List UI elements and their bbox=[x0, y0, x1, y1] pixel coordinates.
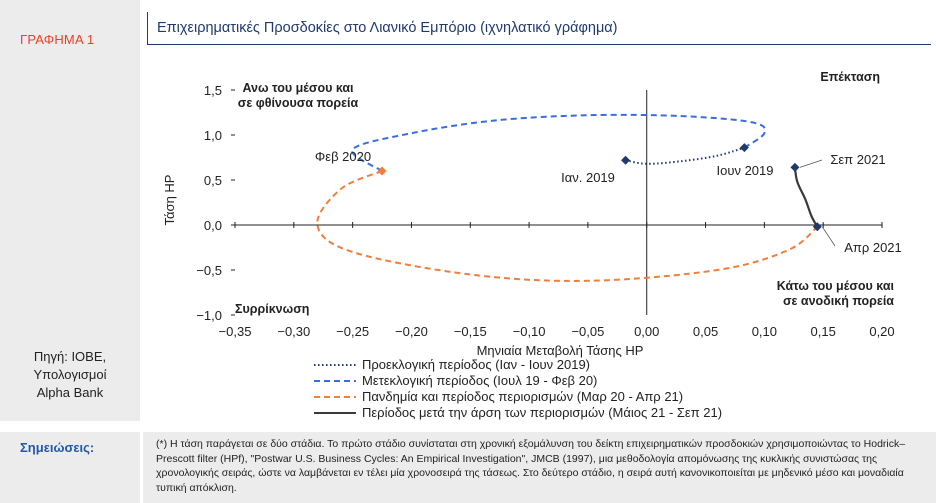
x-tick-label: −0,30 bbox=[277, 324, 310, 339]
series-line-2 bbox=[316, 170, 818, 282]
point-marker bbox=[377, 166, 387, 176]
chart-panel bbox=[143, 0, 936, 421]
title-underline bbox=[147, 44, 931, 45]
y-tick-label: 1,0 bbox=[204, 128, 222, 143]
source-line-1: Πηγή: ΙΟΒΕ, bbox=[33, 349, 107, 364]
chart-title: Επιχειρηματικές Προσδοκίες στο Λιανικό Ε… bbox=[157, 20, 618, 36]
x-tick-label: −0,35 bbox=[219, 324, 252, 339]
y-tick-label: 1,5 bbox=[204, 83, 222, 98]
x-tick-label: 0,00 bbox=[634, 324, 659, 339]
x-tick-label: 0,10 bbox=[752, 324, 777, 339]
legend-swatch-dotted bbox=[314, 364, 356, 366]
series-line-3 bbox=[793, 167, 819, 228]
point-annotation: Ιουν 2019 bbox=[717, 163, 774, 178]
notes-side-panel bbox=[0, 432, 140, 503]
point-annotation: Ιαν. 2019 bbox=[561, 170, 615, 185]
quadrant-label-top-right: Επέκταση bbox=[820, 70, 880, 84]
quadrant-label-bottom-right: σε ανοδική πορεία bbox=[783, 294, 894, 308]
x-tick-label: −0,20 bbox=[395, 324, 428, 339]
figure-label: ΓΡΑΦΗΜΑ 1 bbox=[20, 32, 95, 47]
quadrant-label-top-left: σε φθίνουσα πορεία bbox=[238, 96, 359, 110]
point-marker bbox=[739, 143, 749, 153]
y-tick-label: −0,5 bbox=[196, 263, 222, 278]
source-line-3: Alpha Bank bbox=[36, 385, 104, 400]
legend-label: Περίοδος μετά την άρση των περιορισμών (… bbox=[362, 405, 723, 420]
point-annotation: Σεπ 2021 bbox=[830, 152, 885, 167]
point-annotation: Φεβ 2020 bbox=[315, 149, 371, 164]
y-tick-label: −1,0 bbox=[196, 308, 222, 323]
x-tick-label: 0,20 bbox=[869, 324, 894, 339]
series-layer bbox=[316, 113, 819, 282]
legend-label: Μετεκλογική περίοδος (Ιουλ 19 - Φεβ 20) bbox=[362, 373, 598, 388]
quadrant-label-bottom-right: Κάτω του μέσου και bbox=[777, 279, 895, 293]
x-tick-label: −0,05 bbox=[571, 324, 604, 339]
x-tick-label: −0,25 bbox=[336, 324, 369, 339]
source-note: Πηγή: ΙΟΒΕ, Υπολογισμοί Alpha Bank bbox=[0, 348, 140, 402]
y-tick-label: 0,0 bbox=[204, 218, 222, 233]
series-line-1 bbox=[351, 113, 767, 172]
y-axis-title: Τάση HP bbox=[162, 175, 177, 226]
chart-axes: 1,5 1,0 0,5 0,0 −0,5 −1,0−0,35 −0,30 −0,25 −0,20… bbox=[162, 83, 895, 358]
legend-label: Προεκλογική περίοδος (Ιαν - Ιουν 2019) bbox=[362, 357, 591, 372]
point-annotation: Απρ 2021 bbox=[844, 240, 902, 255]
series-line-0 bbox=[625, 146, 745, 165]
legend-swatch-solid bbox=[314, 412, 356, 414]
annotation-leader bbox=[821, 226, 836, 247]
source-line-2: Υπολογισμοί bbox=[33, 367, 107, 382]
annotation-leader bbox=[799, 159, 823, 168]
point-marker bbox=[621, 155, 631, 165]
point-marker bbox=[790, 162, 800, 172]
x-tick-label: 0,05 bbox=[693, 324, 718, 339]
x-tick-label: 0,15 bbox=[811, 324, 836, 339]
x-tick-label: −0,10 bbox=[513, 324, 546, 339]
quadrant-label-bottom-left: Συρρίκνωση bbox=[235, 302, 309, 316]
x-tick-label: −0,15 bbox=[454, 324, 487, 339]
point-marker bbox=[812, 222, 822, 232]
quadrant-label-top-left: Ανω του μέσου και bbox=[242, 81, 354, 95]
legend-swatch-dashed-blue bbox=[314, 380, 356, 382]
x-axis-title: Μηνιαία Μεταβολή Τάσης HP bbox=[477, 343, 644, 358]
left-side-panel bbox=[0, 0, 140, 421]
notes-panel bbox=[143, 432, 936, 503]
y-tick-label: 0,5 bbox=[204, 173, 222, 188]
title-left-tick bbox=[147, 12, 148, 45]
legend-swatch-dashed-orange bbox=[314, 396, 356, 398]
marker-layer bbox=[377, 143, 822, 232]
notes-text: (*) Η τάση παράγεται σε δύο στάδια. Το π… bbox=[156, 438, 906, 494]
legend-label: Πανδημία και περίοδος περιορισμών (Μαρ 2… bbox=[362, 389, 684, 404]
notes-label: Σημειώσεις: bbox=[20, 440, 95, 455]
